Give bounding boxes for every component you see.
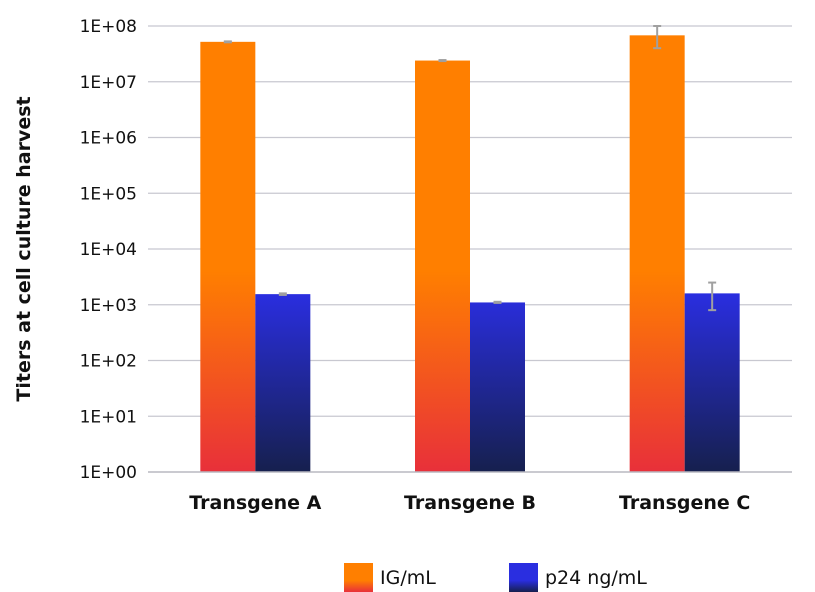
y-tick-label: 1E+06 (80, 129, 137, 149)
bar-p24-1 (255, 294, 311, 472)
y-tick-label: 1E+04 (80, 240, 137, 260)
x-category-labels: Transgene A Transgene B Transgene C (189, 492, 750, 514)
legend-swatch (344, 563, 373, 592)
error-bar (223, 40, 232, 44)
y-tick-label: 1E+01 (80, 407, 137, 427)
bar-ig-1 (200, 41, 256, 472)
y-tick-label: 1E+08 (80, 17, 137, 37)
legend-item: IG/mL (344, 563, 436, 592)
error-bar (653, 25, 662, 50)
legend-item: p24 ng/mL (509, 563, 647, 592)
y-tick-label: 1E+03 (80, 296, 137, 316)
y-axis-title: Titers at cell culture harvest (13, 96, 35, 401)
y-tick-label: 1E+02 (80, 352, 137, 372)
y-tick-labels: 1E+00 1E+01 1E+02 1E+03 1E+04 1E+05 1E+06 1E+07… (80, 17, 137, 483)
x-category-label: Transgene B (404, 492, 536, 514)
bar-ig-3 (629, 35, 685, 473)
error-bar (493, 300, 502, 304)
y-tick-label: 1E+00 (80, 463, 137, 483)
legend-swatch (509, 563, 538, 592)
error-bar (708, 281, 717, 312)
error-bars (223, 25, 717, 312)
bar-ig-2 (415, 60, 470, 472)
bar-p24-2 (470, 302, 525, 472)
legend: IG/mL p24 ng/mL (344, 563, 647, 592)
x-category-label: Transgene C (619, 492, 750, 514)
bars (200, 35, 740, 473)
legend-label: IG/mL (380, 567, 436, 589)
x-category-label: Transgene A (189, 492, 321, 514)
y-tick-label: 1E+07 (80, 73, 137, 93)
error-bar (438, 59, 447, 63)
bar-p24-3 (684, 293, 740, 472)
legend-label: p24 ng/mL (545, 567, 647, 589)
y-tick-label: 1E+05 (80, 184, 137, 204)
error-bar (278, 292, 287, 296)
